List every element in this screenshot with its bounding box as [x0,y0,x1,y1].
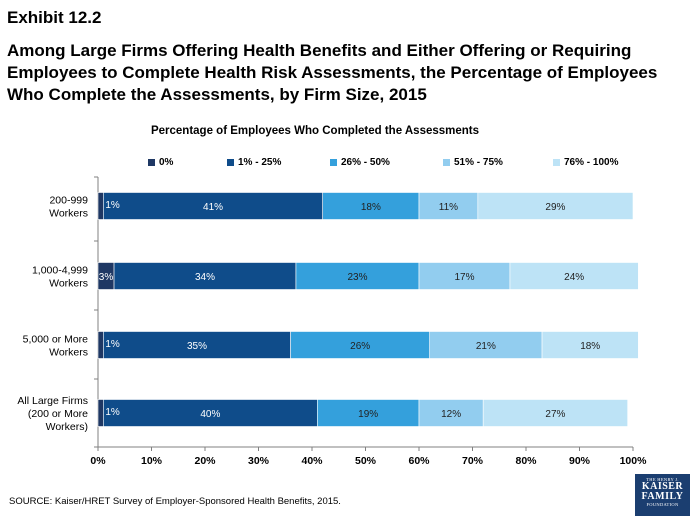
logo-line-1: THE HENRY J. [646,477,679,482]
bar-segment-1-2 [295,262,420,290]
x-tick-label-5: 50% [355,455,377,467]
bar-segment-3-4 [482,399,628,427]
x-tick-label-8: 80% [515,455,537,467]
bar-segment-2-3 [429,331,543,359]
category-label-0-line-1: Workers [49,208,88,220]
bar-segment-3-3 [418,399,484,427]
x-tick-label-6: 60% [408,455,430,467]
bar-label-3-4: 27% [545,409,565,420]
x-tick-label-3: 30% [248,455,270,467]
bar-label-0-3: 11% [439,202,458,213]
legend-label-0: 0% [159,157,174,168]
legend-item-4: 76% - 100% [553,157,618,168]
bar-segment-2-0 [97,331,104,359]
bar-small-label-3: 1% [105,407,120,418]
x-tick-label-10: 100% [620,455,648,467]
bar-label-3-2: 19% [358,409,378,420]
legend-swatch-3 [443,159,450,166]
legend-swatch-2 [330,159,337,166]
logo-line-3: FAMILY [641,491,684,502]
bar-label-2-2: 26% [350,341,370,352]
legend-swatch-0 [148,159,155,166]
bar-segment-2-2 [290,331,431,359]
bar-label-1-2: 23% [347,272,367,283]
category-label-1-line-0: 1,000-4,999 [32,265,88,277]
bar-segment-2-1 [103,331,291,359]
x-tick-label-7: 70% [462,455,484,467]
bar-segment-0-1 [103,192,324,220]
legend-label-1: 1% - 25% [238,157,282,168]
chart-heading: Percentage of Employees Who Completed th… [150,125,480,137]
bar-label-0-2: 18% [361,202,381,213]
bar-label-2-4: 18% [580,341,600,352]
x-tick-label-0: 0% [90,455,106,467]
bar-label-3-1: 40% [200,409,220,420]
bar-segment-0-2 [322,192,420,220]
chart-title: Among Large Firms Offering Health Benefi… [7,41,658,104]
bar-label-1-1: 34% [195,272,215,283]
legend-label-2: 26% - 50% [341,157,390,168]
bar-label-0-4: 29% [545,202,565,213]
legend: 0% 1% - 25% 26% - 50% 51% - 75% 76% - 10… [148,157,648,171]
legend-item-1: 1% - 25% [227,157,281,168]
bar-label-0-1: 41% [203,202,223,213]
bar-segment-3-2 [317,399,420,427]
bar-segment-2-4 [541,331,639,359]
bar-segment-1-1 [113,262,297,290]
legend-item-0: 0% [148,157,173,168]
category-label-3-line-2: Workers) [46,421,88,433]
bar-segment-0-3 [418,192,479,220]
logo-line-4: FOUNDATION [646,502,679,507]
category-label-1-line-1: Workers [49,278,88,290]
category-label-0-line-0: 200-999 [49,195,88,207]
source-note: SOURCE: Kaiser/HRET Survey of Employer-S… [9,496,341,507]
kff-logo: THE HENRY J. KAISER FAMILY FOUNDATION [635,474,690,516]
legend-label-4: 76% - 100% [564,157,619,168]
bar-small-label-2: 1% [105,339,120,350]
logo-line-2: KAISER [641,481,684,492]
bar-segment-0-4 [477,192,634,220]
x-tick-label-9: 90% [569,455,591,467]
category-label-2-line-1: Workers [49,347,88,359]
category-label-2-line-0: 5,000 or More [23,334,89,346]
category-label-3-line-1: (200 or More [28,408,88,420]
bar-segment-3-0 [97,399,104,427]
x-tick-label-1: 10% [141,455,163,467]
bar-label-2-3: 21% [476,341,496,352]
legend-item-3: 51% - 75% [443,157,503,168]
legend-swatch-1 [227,159,234,166]
bar-label-3-3: 12% [441,409,461,420]
bar-label-2-1: 35% [187,341,207,352]
legend-item-2: 26% - 50% [330,157,390,168]
legend-swatch-4 [553,159,560,166]
bar-label-1-3: 17% [454,272,474,283]
bar-segment-3-1 [103,399,318,427]
bar-label-1-4: 24% [564,272,584,283]
bar-segment-1-4 [509,262,639,290]
bar-segment-0-0 [97,192,104,220]
x-tick-label-4: 40% [301,455,323,467]
bar-label-1-0: 3% [99,272,114,283]
legend-label-3: 51% - 75% [454,157,503,168]
bar-segment-1-3 [418,262,511,290]
exhibit-label: Exhibit 12.2 [7,8,102,27]
category-label-3-line-0: All Large Firms [17,395,88,407]
x-tick-label-2: 20% [194,455,216,467]
bar-small-label-0: 1% [105,200,120,211]
